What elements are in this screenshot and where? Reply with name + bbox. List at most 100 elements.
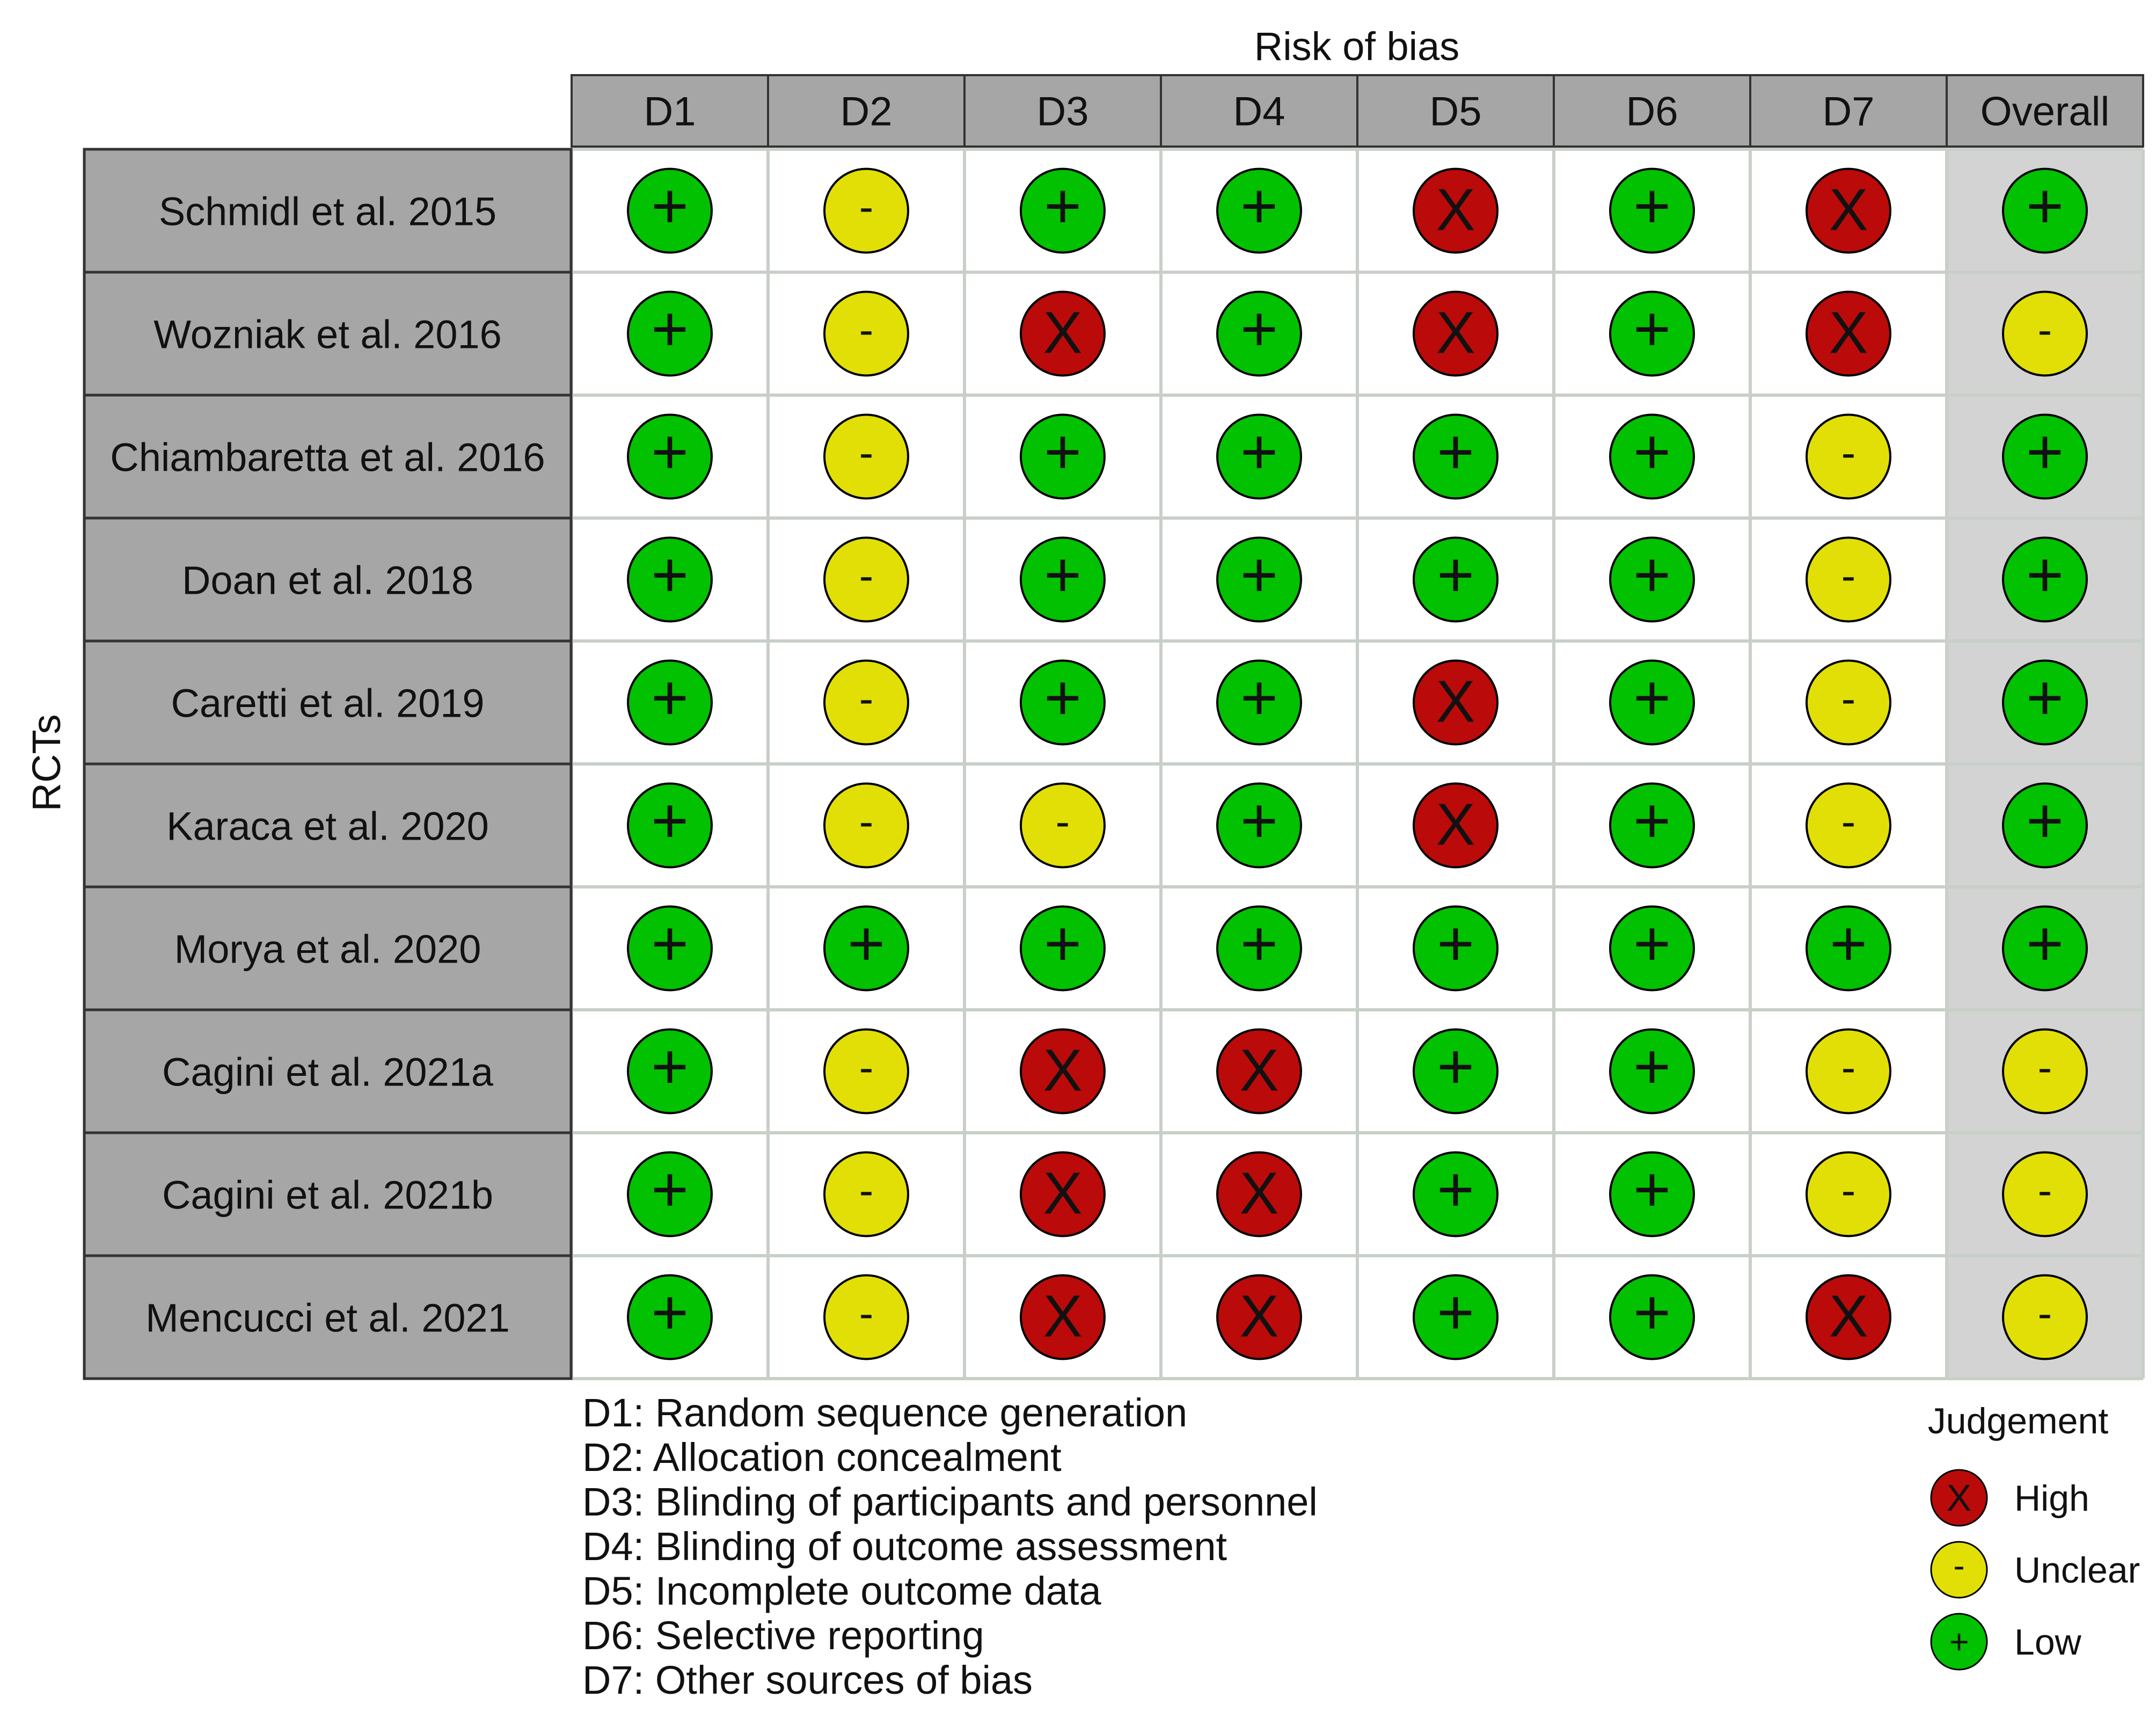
column-header-cell xyxy=(1553,74,1751,148)
judgement-high-point xyxy=(1413,659,1499,746)
judgement-low-point xyxy=(1020,536,1106,623)
judgement-high-point xyxy=(1020,1028,1106,1114)
judgement-low-point xyxy=(1413,905,1499,992)
column-header-label: D5 xyxy=(1429,89,1481,135)
judgement-symbol: + xyxy=(1633,170,1671,242)
judgement-symbol: - xyxy=(1841,552,1856,600)
column-header-label: D3 xyxy=(1036,89,1088,135)
judgement-symbol: X xyxy=(1436,669,1475,735)
judgement-symbol: - xyxy=(859,798,874,846)
study-label-cell xyxy=(83,516,573,643)
judgement-low-point xyxy=(1609,1151,1695,1237)
judgement-unclear-point xyxy=(1806,782,1891,869)
column-header-label: Overall xyxy=(1980,89,2110,135)
judgement-symbol: X xyxy=(1043,1161,1082,1227)
judgement-low-point xyxy=(1609,536,1695,623)
judgement-symbol: X xyxy=(1436,177,1475,243)
judgement-symbol: + xyxy=(1633,1154,1671,1226)
legend-unclear-swatch xyxy=(1930,1541,1988,1599)
judgement-symbol: + xyxy=(651,170,689,242)
judgement-symbol: X xyxy=(1436,792,1475,858)
judgement-low-point xyxy=(1806,905,1891,992)
study-label: Cagini et al. 2021b xyxy=(162,1173,493,1218)
judgement-symbol: - xyxy=(859,183,874,231)
judgement-low-point xyxy=(1413,1028,1499,1114)
judgement-low-point xyxy=(627,167,713,254)
judgement-low-point xyxy=(1609,1028,1695,1114)
column-header-cell xyxy=(1749,74,1948,148)
judgement-symbol: + xyxy=(651,416,689,488)
legend-low-label: Low xyxy=(2014,1622,2082,1663)
study-label-cell xyxy=(83,639,573,766)
judgement-symbol: + xyxy=(1240,293,1278,365)
judgement-unclear-point xyxy=(1806,536,1891,623)
judgement-low-point xyxy=(1216,413,1302,500)
judgement-symbol: X xyxy=(1043,300,1082,366)
judgement-symbol: - xyxy=(1841,675,1856,723)
judgement-low-point xyxy=(2002,167,2088,254)
judgement-low-point xyxy=(823,905,909,992)
column-header-cell xyxy=(963,74,1162,148)
judgement-low-point xyxy=(627,290,713,377)
judgement-symbol: + xyxy=(1240,539,1278,611)
judgement-high-point xyxy=(1020,1151,1106,1237)
judgement-unclear-point xyxy=(823,782,909,869)
judgement-low-point xyxy=(627,413,713,500)
judgement-unclear-point xyxy=(823,659,909,746)
judgement-low-point xyxy=(1216,659,1302,746)
judgement-symbol: - xyxy=(2038,1167,2052,1214)
study-label: Chiambaretta et al. 2016 xyxy=(110,435,545,480)
judgement-unclear-point xyxy=(2002,1274,2088,1360)
judgement-low-point xyxy=(1020,659,1106,746)
judgement-symbol: + xyxy=(1633,785,1671,857)
judgement-symbol: + xyxy=(1240,170,1278,242)
judgement-low-point xyxy=(1020,167,1106,254)
judgement-symbol: + xyxy=(1633,662,1671,734)
column-header-label: D1 xyxy=(644,89,696,135)
judgement-symbol: + xyxy=(1044,170,1081,242)
judgement-symbol: + xyxy=(1240,662,1278,734)
judgement-low-point xyxy=(1609,659,1695,746)
judgement-symbol: + xyxy=(1633,539,1671,611)
judgement-unclear-point xyxy=(1806,659,1891,746)
judgement-symbol: + xyxy=(651,539,689,611)
judgement-symbol: X xyxy=(1043,1038,1082,1104)
judgement-symbol: - xyxy=(1841,1044,1856,1091)
legend-symbol: - xyxy=(1953,1546,1964,1585)
column-header-cell xyxy=(571,74,769,148)
legend-high-swatch xyxy=(1930,1469,1988,1527)
judgement-symbol: - xyxy=(1841,798,1856,846)
judgement-low-point xyxy=(627,536,713,623)
judgement-symbol: X xyxy=(1239,1284,1278,1350)
judgement-low-point xyxy=(1413,1274,1499,1360)
study-label-cell xyxy=(83,1254,573,1380)
judgement-symbol: + xyxy=(1633,1277,1671,1349)
judgement-low-point xyxy=(1609,167,1695,254)
judgement-symbol: + xyxy=(847,908,885,980)
judgement-low-point xyxy=(2002,659,2088,746)
judgement-low-point xyxy=(1609,290,1695,377)
judgement-unclear-point xyxy=(823,413,909,500)
judgement-unclear-point xyxy=(1806,1028,1891,1114)
chart-title: Risk of bias xyxy=(1254,24,1459,69)
domain-description: D1: Random sequence generation xyxy=(582,1390,1188,1435)
column-header-cell xyxy=(1946,74,2144,148)
judgement-low-point xyxy=(627,905,713,992)
judgement-low-point xyxy=(1609,413,1695,500)
judgement-symbol: - xyxy=(2038,1044,2052,1091)
judgement-unclear-point xyxy=(1806,1151,1891,1237)
judgement-symbol: + xyxy=(1437,1154,1474,1226)
judgement-high-point xyxy=(1806,167,1891,254)
judgement-low-point xyxy=(1020,413,1106,500)
judgement-high-point xyxy=(1806,1274,1891,1360)
judgement-symbol: + xyxy=(1437,1031,1474,1103)
judgement-low-point xyxy=(627,1151,713,1237)
column-header-cell xyxy=(767,74,966,148)
study-label-cell xyxy=(83,394,573,520)
judgement-symbol: - xyxy=(859,429,874,477)
judgement-symbol: X xyxy=(1239,1161,1278,1227)
study-label-cell xyxy=(83,271,573,397)
judgement-symbol: - xyxy=(1056,798,1070,846)
judgement-symbol: + xyxy=(651,1031,689,1103)
